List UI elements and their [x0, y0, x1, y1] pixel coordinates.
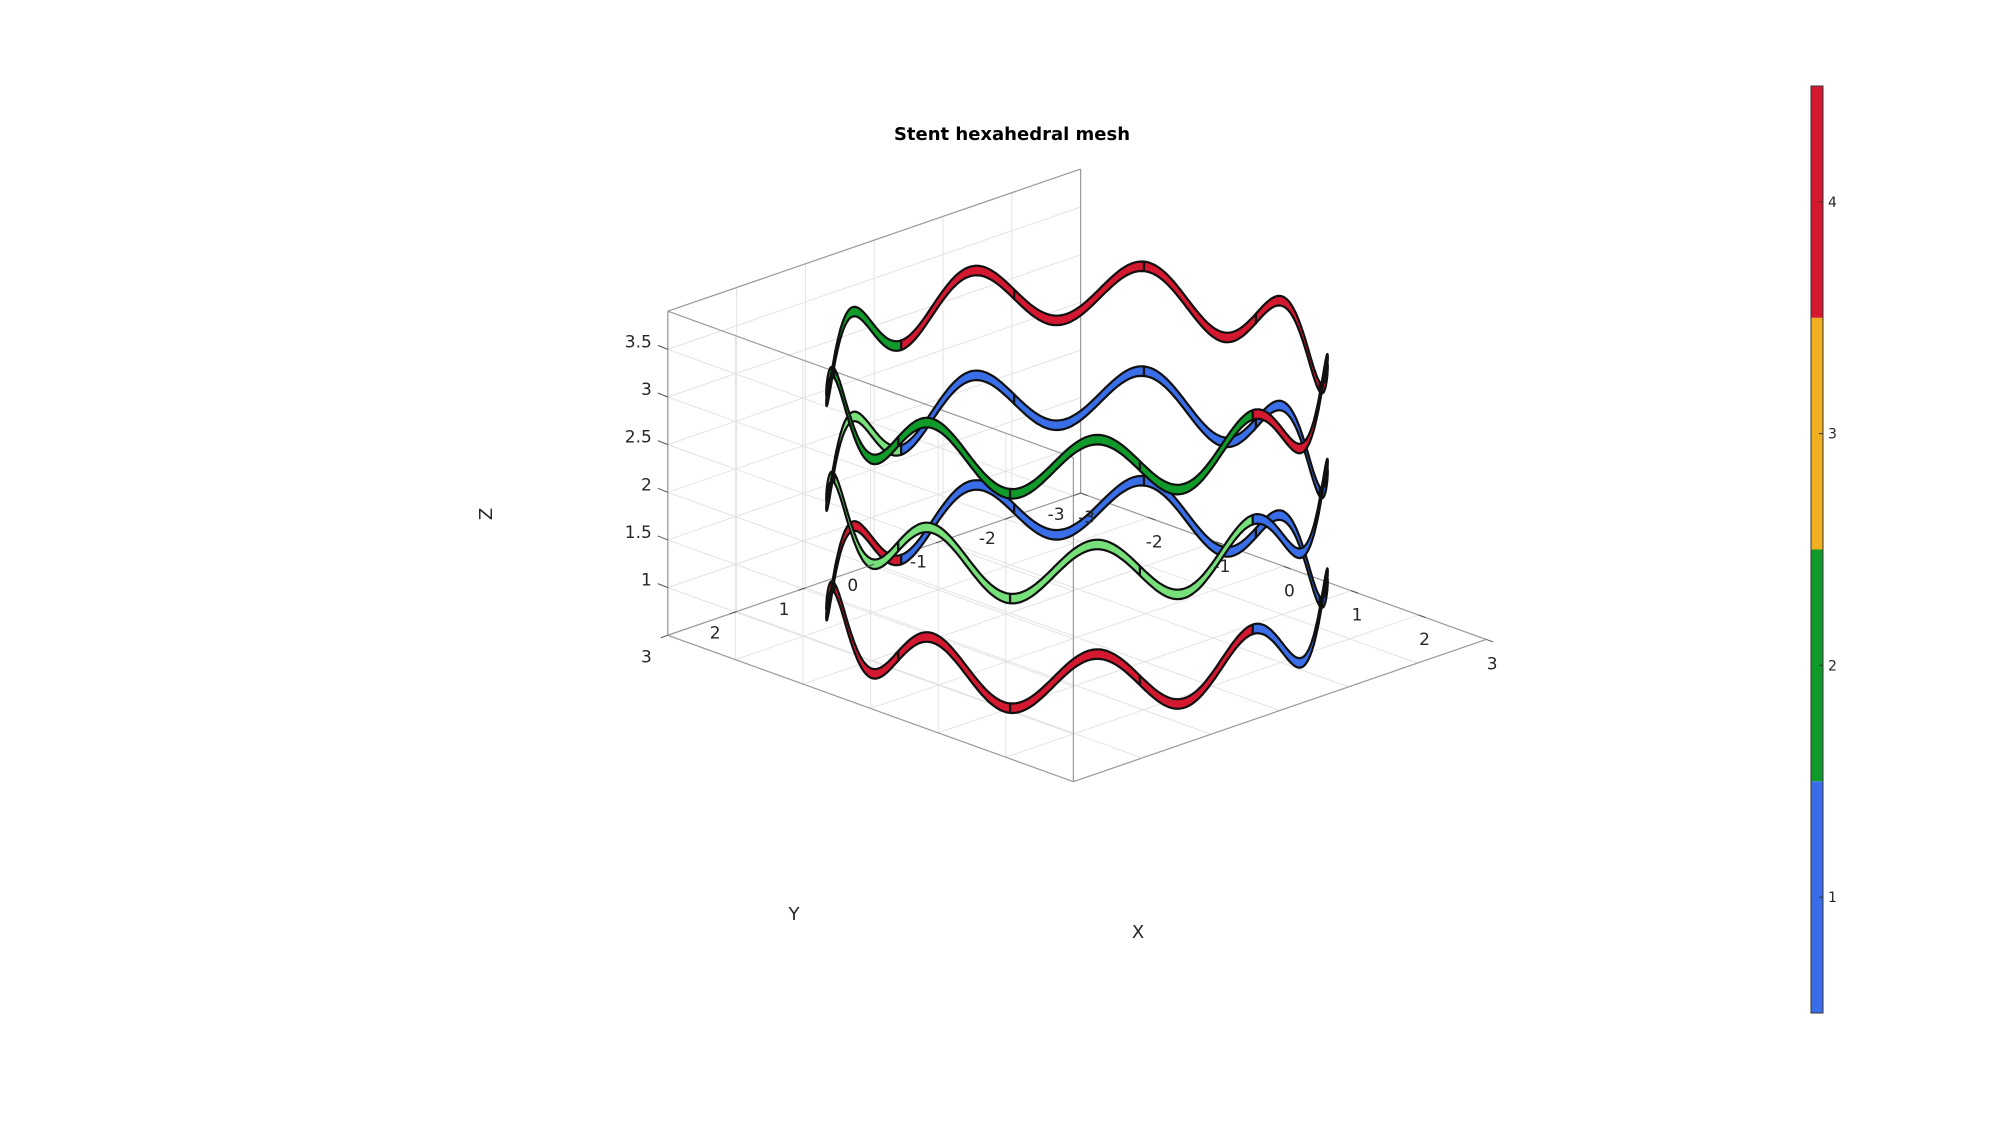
z-tick-mark	[657, 487, 668, 493]
x-tick-label: -2	[1146, 532, 1163, 552]
x-tick-label: -3	[1078, 508, 1095, 528]
z-tick-mark	[657, 583, 668, 589]
stent-ring-segment	[1142, 365, 1258, 449]
grid-line	[667, 444, 1074, 592]
stent-ring-segment	[825, 350, 837, 408]
colorbar: 1 2 3 4	[1810, 85, 1837, 1014]
z-tick-label: 3.5	[625, 332, 652, 352]
z-tick-mark	[657, 535, 668, 541]
x-tick-mark	[1350, 590, 1359, 594]
colorbar-tick-label: 2	[1828, 658, 1837, 674]
stent-ring-segment	[1251, 398, 1320, 455]
axes-edge	[1073, 638, 1487, 783]
grid-line	[1011, 516, 1418, 664]
axes-edge	[667, 634, 1074, 783]
stent-ring-segment	[833, 472, 900, 571]
y-tick-mark	[935, 539, 944, 544]
y-tick-mark	[867, 563, 875, 568]
grid-line	[667, 397, 1081, 541]
z-tick-label: 2.5	[625, 428, 652, 448]
colorbar-band	[1811, 781, 1823, 1013]
stent-ring-segment	[833, 581, 900, 680]
x-tick-label: 3	[1487, 654, 1498, 674]
axes-edge	[667, 168, 1081, 312]
y-tick-label: 1	[779, 600, 790, 620]
y-tick-label: -3	[1048, 505, 1065, 525]
stent-ring-segment	[834, 305, 903, 362]
stent-ring-segment	[825, 564, 837, 622]
grid-line	[667, 349, 1081, 493]
y-tick-label: 3	[641, 647, 652, 667]
y-tick-label: -1	[910, 552, 927, 572]
chart-title: Stent hexahedral mesh	[894, 124, 1130, 145]
y-tick-label: 2	[710, 624, 721, 644]
stent-ring-segment	[900, 264, 1016, 352]
stent-ring-segment	[1138, 623, 1254, 710]
colorbar-tick-label: 4	[1828, 195, 1837, 211]
stent-ring-segment	[1317, 567, 1329, 625]
stent-ring-segment	[1254, 294, 1321, 393]
z-tick-label: 2	[641, 475, 652, 495]
colorbar-frame	[1810, 85, 1824, 1014]
x-tick-mark	[1148, 516, 1156, 521]
colorbar-tick-label: 1	[1828, 890, 1837, 906]
z-axis-label: Z	[476, 508, 497, 520]
x-axis-label: X	[1132, 922, 1144, 943]
stent-ring-segment	[825, 454, 837, 512]
grid-line	[942, 539, 1349, 688]
axes-edge	[667, 310, 1074, 459]
grid-line	[736, 611, 1143, 759]
x-tick-label: 1	[1352, 606, 1363, 626]
axes-box	[667, 168, 1487, 783]
x-tick-label: 2	[1419, 630, 1430, 650]
y-tick-mark	[1073, 492, 1081, 497]
y-tick-mark	[798, 587, 806, 591]
y-tick-mark	[1004, 516, 1012, 520]
stent-rings	[825, 260, 1329, 715]
colorbar-band	[1811, 317, 1823, 550]
x-tick-mark	[1215, 541, 1223, 545]
colorbar-band	[1811, 86, 1823, 318]
x-tick-mark	[1486, 638, 1494, 643]
grid-line	[667, 444, 1081, 589]
grid-line	[667, 539, 1074, 687]
z-tick-label: 1.5	[625, 523, 652, 543]
x-tick-mark	[1418, 614, 1426, 619]
stent-ring-segment	[1317, 457, 1329, 515]
grid-line	[667, 206, 1081, 350]
x-tick-label: 0	[1284, 581, 1295, 601]
grid-line	[667, 301, 1081, 446]
z-tick-label: 3	[641, 380, 652, 400]
y-tick-label: 0	[847, 576, 858, 596]
z-tick-mark	[657, 440, 668, 446]
grid-line	[805, 587, 1212, 735]
stent-ring-segment	[1317, 352, 1329, 410]
tick-labels: -3 -2 -1 0 1 2 3 -3 -2 -1 0 1 2 3 1 1.5 2 2.5 3 3.5	[625, 332, 1498, 674]
stent-ring-segment	[1142, 260, 1258, 344]
grid-lines	[667, 169, 1487, 783]
stent-ring-segment	[1008, 648, 1141, 715]
grid-line	[667, 348, 1074, 497]
stent-ring-segment	[896, 631, 1012, 715]
x-tick-label: -1	[1213, 557, 1230, 577]
y-axis-label: Y	[788, 904, 801, 925]
y-tick-mark	[660, 634, 668, 639]
grid-line	[874, 563, 1280, 712]
z-tick-label: 1	[641, 571, 652, 591]
z-tick-mark	[657, 344, 668, 350]
plot-axes: -3 -2 -1 0 1 2 3 -3 -2 -1 0 1 2 3 1 1.5 2 2.5 3 3.5	[625, 168, 1498, 783]
colorbar-tick-label: 3	[1828, 427, 1837, 443]
y-tick-mark	[729, 611, 737, 615]
stent-ring-segment	[1251, 503, 1320, 560]
x-tick-mark	[1080, 492, 1088, 497]
x-tick-mark	[1283, 565, 1291, 570]
stent-ring-segment	[1251, 612, 1320, 669]
z-tick-mark	[657, 392, 668, 398]
y-tick-label: -2	[979, 529, 996, 549]
colorbar-band	[1811, 549, 1823, 782]
